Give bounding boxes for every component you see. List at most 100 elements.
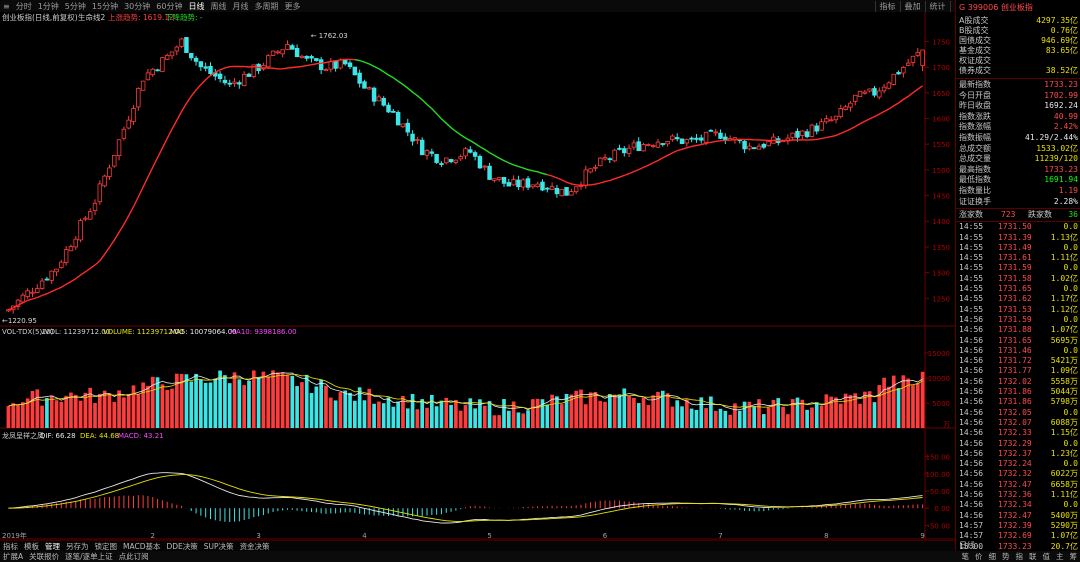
volume-bar[interactable] <box>83 392 88 428</box>
volume-bar[interactable] <box>112 401 117 428</box>
candle[interactable] <box>679 138 685 144</box>
candle[interactable] <box>376 96 382 102</box>
period-tab-7[interactable]: 周线 <box>210 1 227 11</box>
candle[interactable] <box>131 108 136 122</box>
candle[interactable] <box>660 143 666 145</box>
volume-bar[interactable] <box>564 393 569 428</box>
candle[interactable] <box>655 141 661 148</box>
candle[interactable] <box>843 106 848 110</box>
tick-row[interactable]: 14:56 1732.02 5558万 <box>956 377 1080 387</box>
volume-bar[interactable] <box>651 395 655 428</box>
volume-bar[interactable] <box>362 400 367 428</box>
side-period-label[interactable]: 日线 <box>959 541 975 550</box>
tick-row[interactable]: 14:55 1731.50 0.0 <box>956 222 1080 232</box>
volume-bar[interactable] <box>348 392 352 428</box>
candle[interactable] <box>824 118 829 123</box>
volume-bar[interactable] <box>665 393 670 428</box>
volume-bar[interactable] <box>896 388 901 428</box>
volume-bar[interactable] <box>737 410 742 428</box>
side-switch-tab-2[interactable]: 细 <box>988 552 997 561</box>
candle[interactable] <box>646 144 651 146</box>
candle[interactable] <box>112 154 117 167</box>
candle[interactable] <box>179 38 184 47</box>
candle[interactable] <box>525 178 531 188</box>
volume-bar[interactable] <box>766 407 771 428</box>
volume-bar[interactable] <box>199 379 203 428</box>
tick-row[interactable]: 14:56 1731.72 5421万 <box>956 356 1080 366</box>
side-switch-tab-0[interactable]: 笔 <box>961 552 970 561</box>
menu-icon[interactable]: ≡ <box>3 1 10 11</box>
candle[interactable] <box>472 152 478 157</box>
candle[interactable] <box>338 59 343 69</box>
candle[interactable] <box>487 165 492 180</box>
volume-bar[interactable] <box>300 382 304 428</box>
indicator-tab-2[interactable]: 管理 <box>45 542 60 551</box>
candle[interactable] <box>448 159 454 163</box>
candle[interactable] <box>68 246 74 252</box>
candle[interactable] <box>395 112 401 126</box>
tick-row[interactable]: 14:55 1731.39 1.13亿 <box>956 233 1080 243</box>
volume-bar[interactable] <box>107 393 112 428</box>
candle[interactable] <box>905 62 911 66</box>
candle[interactable] <box>246 73 252 77</box>
candle[interactable] <box>25 290 30 298</box>
candle[interactable] <box>477 155 483 169</box>
volume-bar[interactable] <box>203 382 208 428</box>
candle[interactable] <box>564 187 569 196</box>
candle[interactable] <box>747 145 752 150</box>
volume-bar[interactable] <box>685 399 689 428</box>
candle[interactable] <box>622 148 627 154</box>
volume-bar[interactable] <box>641 397 646 428</box>
volume-bar[interactable] <box>425 407 429 428</box>
candle[interactable] <box>280 49 285 55</box>
volume-bar[interactable] <box>506 410 511 428</box>
candle[interactable] <box>501 176 507 184</box>
volume-bar[interactable] <box>627 395 631 428</box>
candle[interactable] <box>853 94 858 102</box>
volume-bar[interactable] <box>324 385 328 428</box>
tick-row[interactable]: 14:56 1731.65 5695万 <box>956 336 1080 346</box>
candle[interactable] <box>650 145 656 147</box>
candle[interactable] <box>434 154 439 163</box>
volume-bar[interactable] <box>88 387 93 428</box>
volume-bar[interactable] <box>11 403 16 428</box>
volume-bar[interactable] <box>59 401 64 428</box>
volume-bar[interactable] <box>170 388 174 428</box>
candle[interactable] <box>910 55 916 63</box>
volume-bar[interactable] <box>454 399 458 428</box>
candle[interactable] <box>102 175 107 187</box>
tick-row[interactable]: 14:56 1732.47 6658万 <box>956 480 1080 490</box>
volume-bar[interactable] <box>656 391 660 428</box>
candle[interactable] <box>665 141 670 145</box>
tick-row[interactable]: 14:55 1731.53 1.12亿 <box>956 305 1080 315</box>
volume-bar[interactable] <box>492 415 497 428</box>
volume-bar[interactable] <box>612 394 617 428</box>
candle[interactable] <box>386 104 391 113</box>
volume-bar[interactable] <box>853 393 858 428</box>
candle[interactable] <box>49 270 54 281</box>
volume-bar[interactable] <box>829 396 834 428</box>
tick-row[interactable]: 14:56 1732.05 0.0 <box>956 408 1080 418</box>
candle[interactable] <box>439 163 444 165</box>
period-tab-8[interactable]: 月线 <box>232 1 249 11</box>
candle[interactable] <box>222 79 228 84</box>
volume-bar[interactable] <box>713 410 718 428</box>
candle[interactable] <box>530 184 536 188</box>
volume-bar[interactable] <box>824 394 829 428</box>
volume-bar[interactable] <box>848 395 853 428</box>
volume-bar[interactable] <box>237 379 242 428</box>
chart-tool-2[interactable]: 统计 <box>924 0 950 12</box>
candle[interactable] <box>453 159 459 163</box>
candle[interactable] <box>521 179 526 188</box>
volume-bar[interactable] <box>478 399 482 428</box>
volume-bar[interactable] <box>405 408 410 428</box>
candle[interactable] <box>554 187 560 195</box>
candle[interactable] <box>140 80 146 91</box>
candle[interactable] <box>371 87 377 102</box>
volume-bar[interactable] <box>555 396 559 428</box>
volume-bar[interactable] <box>901 375 906 428</box>
candle[interactable] <box>833 115 839 121</box>
candle[interactable] <box>891 73 896 85</box>
volume-bar[interactable] <box>420 399 425 428</box>
volume-bar[interactable] <box>550 394 554 428</box>
